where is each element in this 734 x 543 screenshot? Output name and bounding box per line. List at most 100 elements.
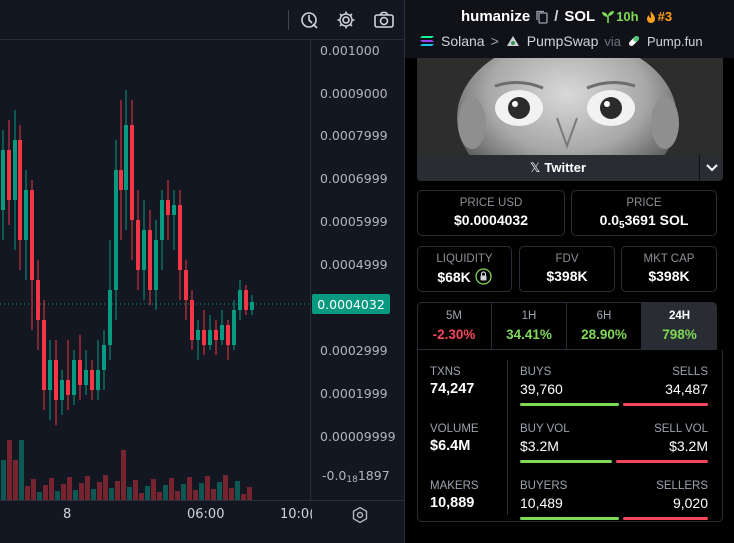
price-native-box: PRICE 0.053691 SOL [571, 190, 717, 236]
volume-bar [97, 482, 102, 500]
token-name: humanize [461, 8, 531, 25]
tab-1h[interactable]: 1H 34.41% [492, 302, 567, 350]
candle-body [66, 380, 70, 395]
x-logo-icon: 𝕏 [529, 160, 541, 175]
via-label: via [604, 33, 621, 49]
candle-body [220, 325, 224, 340]
price-tick: 0.0004999 [320, 257, 388, 272]
volume-bar [241, 494, 246, 500]
token-header: humanize / SOL 10h #3 Solana [405, 0, 734, 58]
volume-bar [109, 488, 114, 500]
candle-body [154, 240, 158, 290]
price-axis: 0.001000 0.0009000 0.0007999 0.0006999 0.000… [310, 40, 404, 500]
volume-bar [175, 491, 180, 500]
candle-body [7, 150, 11, 200]
seedling-icon [601, 10, 615, 24]
price-tick: 0.0007999 [320, 128, 388, 143]
buys-sells-ratio-bar [520, 403, 708, 406]
route-arrow: > [490, 33, 499, 49]
tab-5m[interactable]: 5M -2.30% [417, 302, 492, 350]
fdv-value: $398K [546, 268, 588, 284]
volume-bar [55, 491, 60, 500]
volume-ratio-bar [520, 460, 708, 463]
candle-body [54, 360, 58, 400]
tab-6h[interactable]: 6H 28.90% [567, 302, 642, 350]
volume-bar [67, 477, 72, 500]
chevron-down-icon[interactable] [699, 155, 723, 181]
candle-body [160, 200, 164, 240]
price-tick: 0.001000 [320, 43, 380, 58]
trade-stats: TXNS 74,247 VOLUME $6.4M MAKERS 10,889 B… [417, 350, 723, 522]
fdv-label: FDV [555, 253, 579, 265]
price-tick: 0.00009999 [320, 429, 396, 444]
tab-24h[interactable]: 24H 798% [642, 302, 717, 350]
candle-body [184, 270, 188, 300]
txns-stat: TXNS 74,247 [430, 366, 475, 397]
volume-bar [205, 476, 210, 500]
chain-link[interactable]: Solana [441, 33, 485, 49]
settings-gear-icon[interactable] [335, 9, 357, 31]
candle-body [13, 140, 17, 200]
pill-icon [627, 34, 641, 48]
volume-bar [115, 481, 120, 500]
toolbar-divider [288, 10, 289, 30]
candle-body [202, 330, 206, 345]
volume-bar [103, 475, 108, 500]
copy-icon[interactable] [536, 10, 548, 24]
volume-bar [1, 460, 6, 500]
candle-body [148, 230, 152, 290]
candle-body [250, 302, 254, 310]
twitter-link[interactable]: 𝕏 Twitter [529, 160, 587, 175]
volume-bar [37, 492, 42, 500]
dex-link[interactable]: PumpSwap [526, 33, 599, 49]
chart-settings-icon[interactable] [349, 504, 371, 526]
trending-rank: #3 [657, 9, 673, 24]
candle-body [90, 370, 94, 390]
volume-bar [151, 479, 156, 500]
volume-bar [193, 490, 198, 500]
volume-bar [121, 450, 126, 500]
current-price-label: 0.0004032 [312, 294, 390, 314]
time-tick: 10:0( [280, 507, 312, 522]
replay-icon[interactable] [298, 9, 320, 31]
volume-bar [217, 482, 222, 500]
price-tick: 0.0005999 [320, 214, 388, 229]
candle-body [166, 200, 170, 215]
volume-bar [133, 480, 138, 500]
volume-bar [19, 440, 24, 500]
volume-bar [31, 479, 36, 500]
price-chart[interactable]: 0.001000 0.0009000 0.0007999 0.0006999 0.000… [0, 0, 404, 543]
volume-bar [85, 476, 90, 500]
mktcap-box: MKT CAP $398K [621, 246, 717, 292]
camera-icon[interactable] [373, 9, 395, 31]
pair-separator: / [554, 8, 559, 25]
candle-body [130, 125, 134, 220]
lock-icon[interactable] [475, 268, 492, 285]
liquidity-value: $68K [418, 268, 511, 285]
price-tick: 0.0009000 [320, 86, 388, 101]
volume-bar [7, 440, 12, 500]
liquidity-box: LIQUIDITY $68K [417, 246, 512, 292]
candle-body [72, 360, 76, 395]
volume-bar [169, 478, 174, 500]
volume-bar [79, 483, 84, 500]
time-tick: 8 [63, 507, 72, 522]
price-tick: 0.0002999 [320, 343, 388, 358]
stats-divider [507, 360, 508, 515]
twitter-button[interactable]: 𝕏 Twitter [417, 155, 723, 181]
pair-age: 10h [616, 9, 639, 24]
liquidity-label: LIQUIDITY [436, 253, 493, 265]
mktcap-label: MKT CAP [643, 253, 695, 265]
makers-stat: MAKERS 10,889 [430, 480, 479, 511]
volume-bar [247, 487, 252, 500]
candle-body [36, 280, 40, 320]
launchpad-link[interactable]: Pump.fun [647, 33, 703, 49]
candlestick-plot [0, 90, 310, 500]
candle-body [172, 205, 176, 215]
candle-body [142, 230, 146, 270]
candle-body [42, 320, 46, 390]
candle-body [136, 220, 140, 270]
token-info-panel: humanize / SOL 10h #3 Solana [404, 0, 734, 543]
buys-sells-stat: BUYS SELLS 39,760 34,487 [520, 366, 708, 406]
